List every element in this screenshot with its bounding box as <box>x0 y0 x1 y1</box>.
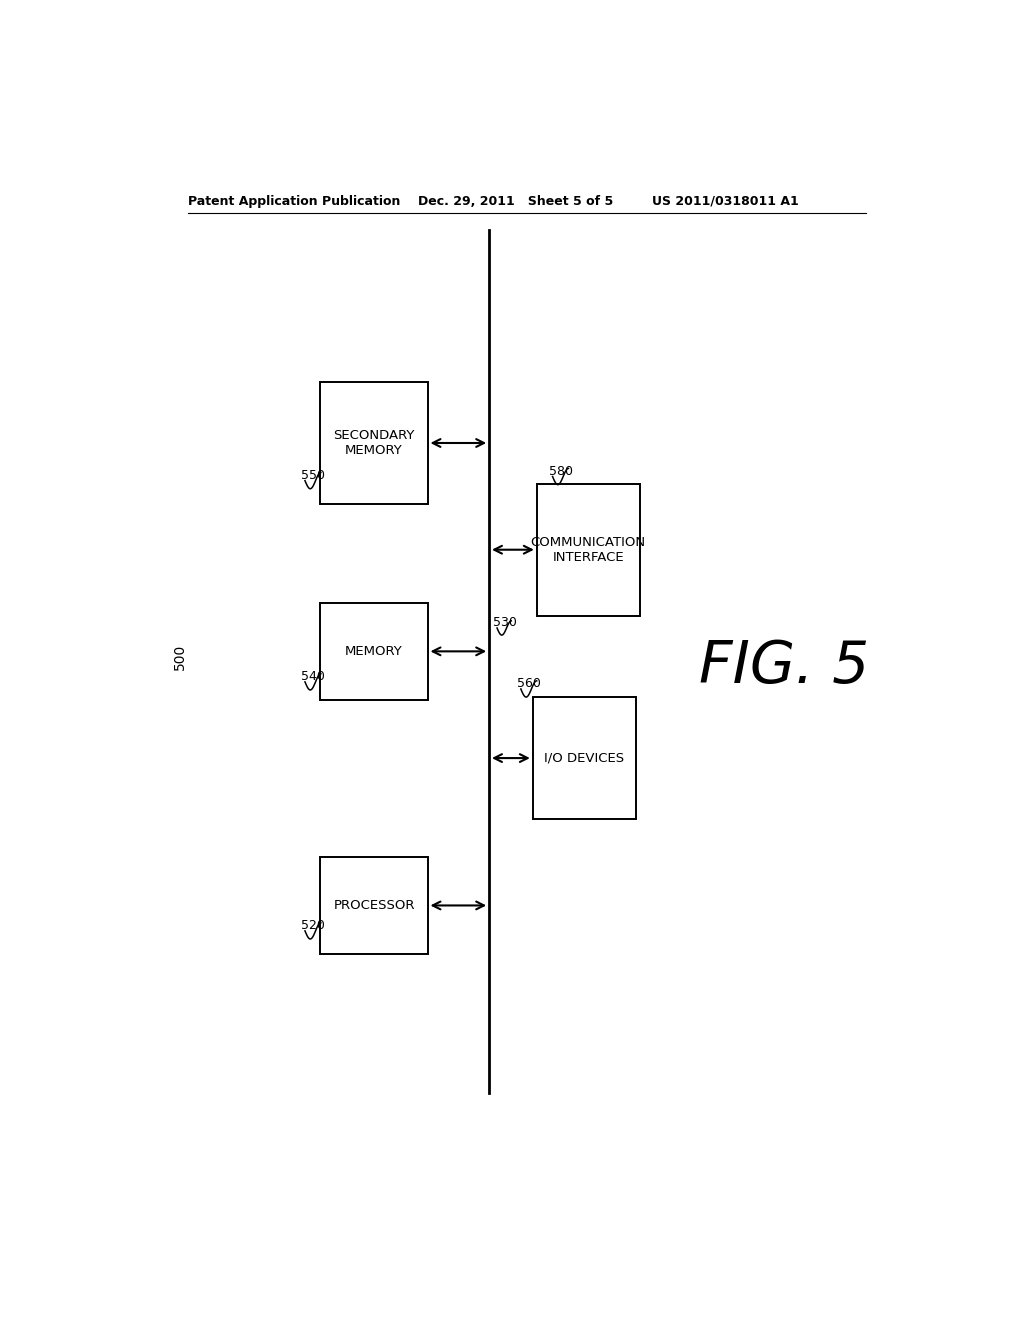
Bar <box>532 697 636 818</box>
Text: 520: 520 <box>301 919 325 932</box>
Text: PROCESSOR: PROCESSOR <box>333 899 415 912</box>
Text: Dec. 29, 2011   Sheet 5 of 5: Dec. 29, 2011 Sheet 5 of 5 <box>418 194 613 207</box>
Text: MEMORY: MEMORY <box>345 645 402 657</box>
Text: SECONDARY
MEMORY: SECONDARY MEMORY <box>334 429 415 457</box>
Text: COMMUNICATION
INTERFACE: COMMUNICATION INTERFACE <box>530 536 646 564</box>
Text: I/O DEVICES: I/O DEVICES <box>545 751 625 764</box>
Text: 550: 550 <box>301 469 325 482</box>
Text: 530: 530 <box>494 616 517 630</box>
Text: 500: 500 <box>173 643 186 669</box>
Text: 580: 580 <box>549 465 572 478</box>
Text: 540: 540 <box>301 671 325 684</box>
Text: Patent Application Publication: Patent Application Publication <box>187 194 400 207</box>
Text: 560: 560 <box>517 677 541 690</box>
Bar <box>321 857 428 954</box>
Text: US 2011/0318011 A1: US 2011/0318011 A1 <box>652 194 799 207</box>
Bar <box>321 603 428 700</box>
Text: FIG. 5: FIG. 5 <box>699 638 869 696</box>
Bar <box>537 483 640 615</box>
Bar <box>321 381 428 504</box>
